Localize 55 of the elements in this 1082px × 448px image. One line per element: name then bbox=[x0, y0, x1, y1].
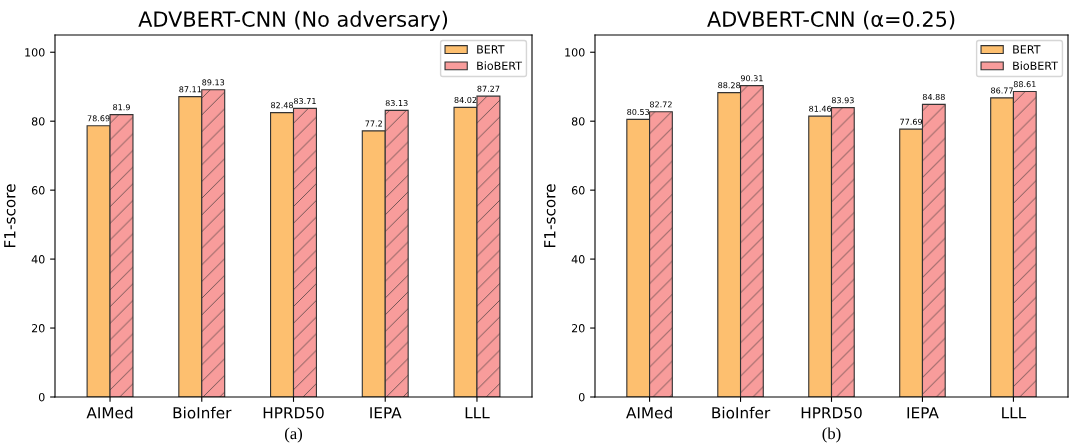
y-tick-label: 60 bbox=[31, 186, 45, 195]
data-label: 88.61 bbox=[1013, 81, 1036, 88]
data-label: 89.13 bbox=[202, 79, 225, 86]
data-label: 87.27 bbox=[477, 85, 500, 92]
data-label: 84.88 bbox=[922, 93, 945, 101]
y-tick-label: 60 bbox=[571, 186, 585, 195]
data-label: 81.9 bbox=[113, 104, 130, 111]
legend-label: BioBERT bbox=[1013, 61, 1059, 70]
y-tick-label: 80 bbox=[571, 117, 585, 126]
x-tick-label: BioInfer bbox=[712, 406, 771, 419]
x-tick-label: LLL bbox=[1002, 407, 1027, 419]
x-tick-label: LLL bbox=[465, 407, 490, 419]
y-tick-label: 80 bbox=[31, 117, 45, 126]
y-tick-label: 40 bbox=[31, 255, 45, 264]
x-tick-label: HPRD50 bbox=[801, 406, 862, 419]
data-label: 82.72 bbox=[649, 101, 672, 108]
data-label: 81.46 bbox=[809, 105, 832, 112]
chart-title: ADVBERT-CNN (No adversary) bbox=[138, 10, 448, 31]
y-tick-label: 20 bbox=[571, 324, 585, 333]
data-label: 84.02 bbox=[454, 96, 477, 103]
x-tick-label: AIMed bbox=[626, 406, 672, 419]
y-tick-label: 100 bbox=[565, 48, 585, 57]
data-label: 80.53 bbox=[627, 108, 650, 116]
x-tick-label: BioInfer bbox=[173, 406, 232, 419]
y-tick-label: 0 bbox=[578, 392, 585, 402]
chart-title: ADVBERT-CNN (α=0.25) bbox=[707, 10, 955, 30]
x-tick-label: AIMed bbox=[86, 406, 133, 419]
y-axis-title: F1-score bbox=[544, 184, 556, 248]
data-label: 90.31 bbox=[740, 75, 763, 82]
data-label: 77.2 bbox=[365, 120, 382, 127]
y-axis-title: F1-score bbox=[4, 184, 16, 248]
data-label: 83.71 bbox=[293, 97, 316, 105]
text: (b) bbox=[822, 427, 841, 443]
bar bbox=[990, 97, 1014, 397]
data-label: 78.69 bbox=[87, 115, 110, 122]
data-label: 83.93 bbox=[831, 97, 854, 104]
data-label: 88.28 bbox=[718, 82, 741, 89]
y-tick-label: 100 bbox=[25, 48, 45, 57]
y-tick-label: 20 bbox=[31, 324, 45, 333]
data-label: 86.77 bbox=[991, 87, 1013, 94]
x-tick-label: HPRD50 bbox=[263, 406, 324, 419]
legend-label: BioBERT bbox=[477, 61, 523, 70]
x-tick-label: IEPA bbox=[370, 407, 402, 419]
bar bbox=[361, 130, 386, 397]
legend-label: BERT bbox=[1013, 45, 1041, 54]
bar bbox=[899, 128, 924, 397]
legend-label: BERT bbox=[477, 45, 505, 54]
data-label: 77.69 bbox=[900, 118, 923, 125]
x-tick-label: IEPA bbox=[907, 407, 939, 419]
data-label: 82.48 bbox=[271, 102, 294, 109]
data-label: 87.11 bbox=[179, 86, 202, 93]
data-label: 83.13 bbox=[385, 99, 408, 107]
y-tick-label: 0 bbox=[38, 392, 45, 402]
y-tick-label: 40 bbox=[571, 255, 585, 264]
text: (a) bbox=[284, 427, 303, 443]
